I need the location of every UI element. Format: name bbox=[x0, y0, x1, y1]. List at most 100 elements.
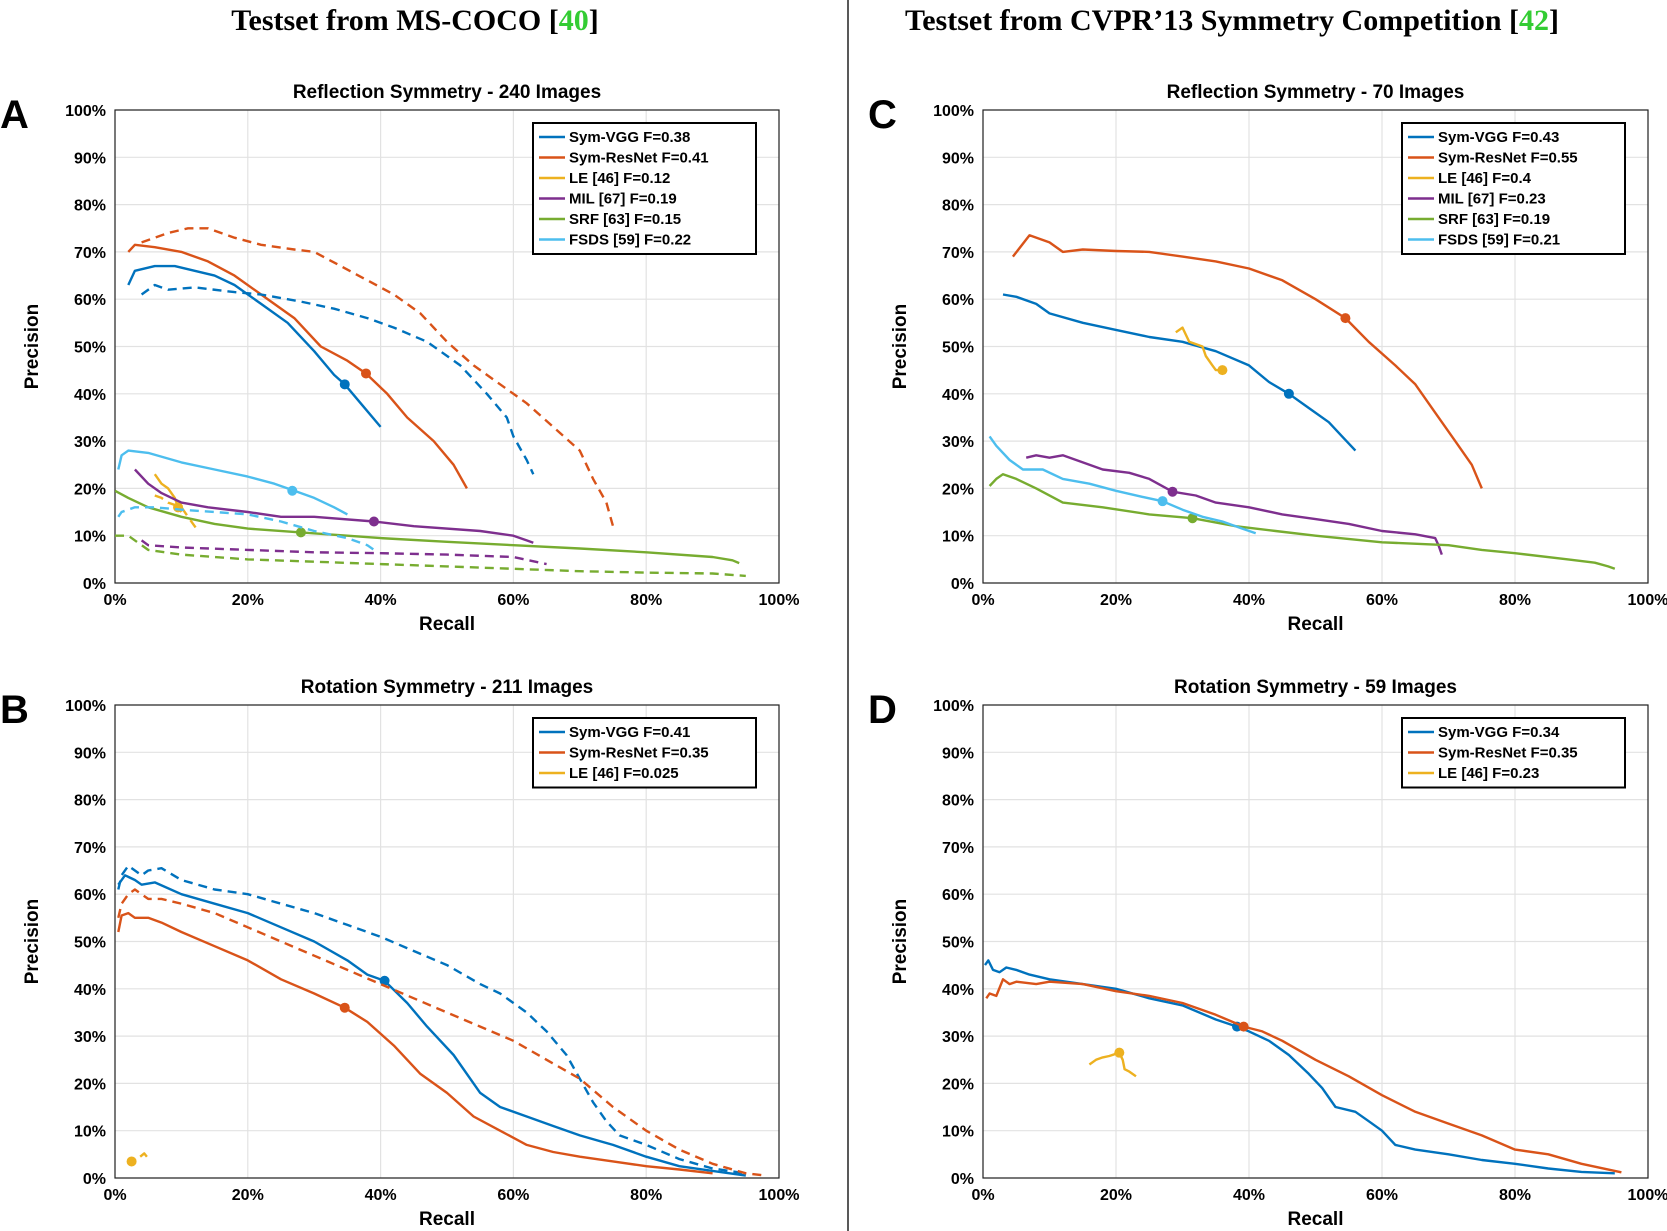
legend-entry: SRF [63] F=0.15 bbox=[569, 211, 681, 228]
y-tick-label: 90% bbox=[74, 745, 106, 762]
legend-entry: LE [46] F=0.12 bbox=[569, 170, 670, 187]
f-measure-point bbox=[1238, 1021, 1249, 1032]
chart-panel-b: B Rotation Symmetry - 211 Images 0% 10% 20% 3… bbox=[0, 677, 799, 1230]
right-title-close: ] bbox=[1549, 4, 1559, 37]
x-axis-label: Recall bbox=[1288, 1209, 1344, 1230]
x-tick-label: 60% bbox=[497, 592, 529, 609]
legend: Sym-VGG F=0.38 Sym-ResNet F=0.41 LE [46] F… bbox=[532, 122, 757, 255]
y-tick-label: 0% bbox=[83, 1171, 106, 1188]
chart-title: Reflection Symmetry - 240 Images bbox=[293, 82, 601, 103]
y-tick-label: 80% bbox=[74, 793, 106, 810]
legend-box bbox=[1401, 122, 1626, 255]
f-measure-point bbox=[339, 379, 350, 390]
y-tick-label: 30% bbox=[942, 1029, 974, 1046]
left-title-text: Testset from MS-COCO [ bbox=[231, 4, 558, 37]
series-line bbox=[1025, 454, 1443, 555]
chart-panel-a: A Reflection Symmetry - 240 Images 0% 10% 20… bbox=[0, 82, 799, 635]
y-axis-label: Precision bbox=[22, 899, 43, 985]
y-tick-label: 80% bbox=[942, 198, 974, 215]
x-tick-label: 80% bbox=[630, 1187, 662, 1204]
x-tick-label: 20% bbox=[1100, 1187, 1132, 1204]
x-tick-label: 100% bbox=[1628, 592, 1667, 609]
series-line bbox=[127, 243, 468, 489]
y-tick-label: 50% bbox=[74, 340, 106, 357]
legend-entry: SRF [63] F=0.19 bbox=[1438, 211, 1550, 228]
y-tick-label: 70% bbox=[942, 245, 974, 262]
series-line bbox=[988, 473, 1616, 570]
f-measure-point bbox=[1217, 365, 1228, 376]
f-measure-point bbox=[295, 527, 306, 538]
series-line bbox=[117, 911, 713, 1175]
legend-entry: Sym-ResNet F=0.35 bbox=[569, 745, 709, 762]
legend-entry: MIL [67] F=0.23 bbox=[1438, 191, 1546, 208]
legend-entry: Sym-ResNet F=0.35 bbox=[1438, 745, 1578, 762]
x-tick-label: 0% bbox=[103, 1187, 126, 1204]
y-tick-label: 70% bbox=[74, 245, 106, 262]
series-line-dashed bbox=[154, 494, 199, 532]
series-group bbox=[115, 227, 746, 578]
y-axis-label: Precision bbox=[22, 304, 43, 390]
y-tick-label: 0% bbox=[951, 1171, 974, 1188]
y-tick-label: 20% bbox=[942, 1076, 974, 1093]
series-group bbox=[988, 234, 1616, 570]
legend-entry: Sym-ResNet F=0.55 bbox=[1438, 150, 1578, 167]
f-measure-point bbox=[360, 368, 371, 379]
series-line bbox=[117, 449, 348, 516]
x-tick-label: 80% bbox=[1499, 592, 1531, 609]
panel-letter: C bbox=[868, 93, 897, 137]
series-line-dashed bbox=[115, 534, 746, 578]
legend: Sym-VGG F=0.43 Sym-ResNet F=0.55 LE [46] F… bbox=[1401, 122, 1626, 255]
y-tick-label: 100% bbox=[65, 698, 106, 715]
y-tick-label: 30% bbox=[942, 434, 974, 451]
y-tick-label: 20% bbox=[942, 481, 974, 498]
axes-frame bbox=[982, 704, 1649, 1179]
legend-entry: LE [46] F=0.23 bbox=[1438, 765, 1539, 782]
f-measure-point bbox=[287, 485, 298, 496]
y-tick-label: 50% bbox=[942, 935, 974, 952]
legend-entry: FSDS [59] F=0.22 bbox=[569, 232, 691, 249]
y-tick-label: 30% bbox=[74, 1029, 106, 1046]
f-measure-point bbox=[126, 1156, 137, 1167]
legend-entry: MIL [67] F=0.19 bbox=[569, 191, 677, 208]
left-citation-link[interactable]: 40 bbox=[559, 4, 589, 37]
y-tick-label: 60% bbox=[942, 292, 974, 309]
y-axis-label: Precision bbox=[890, 899, 911, 985]
y-tick-label: 10% bbox=[74, 1124, 106, 1141]
series-group bbox=[984, 959, 1622, 1175]
x-axis-label: Recall bbox=[1288, 614, 1344, 635]
series-line bbox=[115, 489, 740, 565]
legend-box bbox=[532, 122, 757, 255]
y-tick-label: 70% bbox=[74, 840, 106, 857]
series-line bbox=[984, 959, 1615, 1175]
series-line-dashed bbox=[140, 539, 547, 566]
series-line bbox=[988, 435, 1257, 535]
f-measure-point bbox=[1283, 388, 1294, 399]
y-tick-label: 70% bbox=[942, 840, 974, 857]
axes-frame bbox=[114, 109, 780, 584]
panel-letter: B bbox=[0, 688, 29, 732]
panel-letter: A bbox=[0, 93, 29, 137]
series-line bbox=[1088, 1051, 1137, 1078]
series-group bbox=[117, 864, 766, 1177]
legend-box bbox=[1401, 717, 1626, 789]
axes-frame bbox=[982, 109, 1649, 584]
left-section-title: Testset from MS-COCO [40] bbox=[231, 4, 598, 37]
x-tick-label: 40% bbox=[1233, 592, 1265, 609]
legend-box bbox=[532, 717, 757, 789]
f-measure-point bbox=[368, 516, 379, 527]
y-tick-label: 40% bbox=[942, 982, 974, 999]
x-tick-label: 0% bbox=[971, 592, 994, 609]
y-tick-label: 20% bbox=[74, 1076, 106, 1093]
f-measure-point bbox=[339, 1002, 350, 1013]
x-tick-label: 80% bbox=[630, 592, 662, 609]
series-line bbox=[134, 468, 534, 544]
y-tick-label: 100% bbox=[65, 103, 106, 120]
series-line bbox=[139, 1152, 148, 1158]
y-tick-label: 40% bbox=[942, 387, 974, 404]
series-line bbox=[1002, 293, 1357, 452]
x-tick-label: 40% bbox=[1233, 1187, 1265, 1204]
y-tick-label: 100% bbox=[933, 103, 974, 120]
chart-title: Rotation Symmetry - 59 Images bbox=[1174, 677, 1457, 698]
right-citation-link[interactable]: 42 bbox=[1519, 4, 1549, 37]
y-tick-label: 50% bbox=[942, 340, 974, 357]
